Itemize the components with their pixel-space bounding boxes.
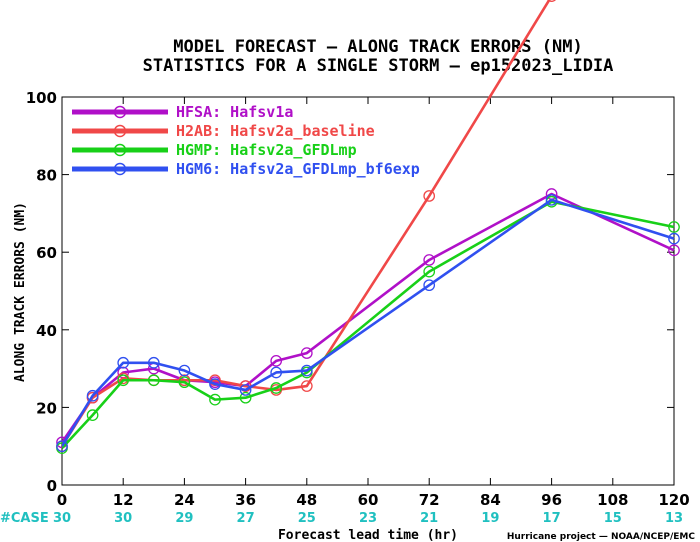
x-tick-label: 96 [541, 491, 562, 509]
legend-marker [113, 162, 127, 176]
data-point [270, 354, 283, 367]
credit-text: Hurricane project — NOAA/NCEP/EMC [507, 532, 696, 542]
data-point [423, 279, 436, 292]
legend-label: HGM6: Hafsv2a_GFDLmp_bf6exp [176, 160, 420, 178]
data-point [209, 393, 221, 406]
chart-title: MODEL FORECAST — ALONG TRACK ERRORS (NM) [173, 37, 582, 57]
data-point [86, 409, 99, 422]
chart-subtitle: STATISTICS FOR A SINGLE STORM — ep152023… [143, 56, 614, 76]
y-tick-label: 40 [36, 322, 57, 340]
data-point [147, 356, 160, 369]
x-tick-label: 0 [57, 491, 67, 509]
case-count: 15 [604, 511, 622, 526]
data-point [239, 384, 252, 396]
data-point [178, 364, 191, 377]
data-point [300, 347, 313, 359]
data-point [86, 389, 99, 402]
data-point [117, 374, 130, 387]
data-point [547, 0, 556, 2]
data-point [239, 391, 252, 404]
x-axis-label: Forecast lead time (hr) [278, 528, 458, 542]
legend-marker [113, 124, 127, 138]
case-count: 21 [420, 511, 438, 526]
case-count: 17 [543, 511, 561, 526]
x-tick-label: 120 [658, 491, 689, 509]
case-label: #CASE [0, 511, 49, 526]
data-point [56, 440, 68, 453]
data-point [270, 366, 283, 379]
data-point [545, 193, 558, 206]
data-point [668, 244, 680, 257]
x-tick-label: 108 [597, 491, 628, 509]
series-line [62, 0, 551, 447]
data-point [300, 364, 313, 377]
legend-label: HGMP: Hafsv2a_GFDLmp [176, 141, 357, 159]
y-tick-label: 100 [26, 89, 57, 107]
plot-area: 0 20 40 60 80 100 0 30 12 30 24 29 36 27 48 25 60 23 72 21 8… [0, 0, 690, 526]
case-count: 29 [175, 511, 193, 526]
data-point [117, 356, 130, 369]
data-point [423, 190, 436, 202]
x-tick-label: 60 [358, 491, 379, 509]
case-count: 23 [359, 511, 377, 526]
series-line [62, 200, 675, 450]
y-tick-label: 0 [47, 477, 57, 495]
legend-marker [113, 143, 127, 157]
data-point [300, 380, 313, 392]
x-tick-label: 36 [235, 491, 256, 509]
legend-label: H2AB: Hafsv2a_baseline [176, 122, 375, 140]
y-tick-label: 60 [36, 244, 57, 262]
data-point [147, 374, 160, 387]
case-count: 30 [114, 511, 132, 526]
data-point [668, 232, 680, 245]
series-line [62, 198, 675, 447]
case-count: 25 [298, 511, 316, 526]
x-tick-label: 84 [480, 491, 501, 509]
data-point [668, 221, 680, 233]
x-tick-label: 48 [296, 491, 317, 509]
data-point [178, 376, 191, 389]
y-tick-label: 80 [36, 167, 57, 185]
data-point [270, 382, 283, 394]
data-point [209, 378, 221, 390]
case-count: 30 [53, 511, 71, 526]
x-tick-label: 12 [113, 491, 134, 509]
series-line [62, 192, 675, 444]
x-tick-label: 24 [174, 491, 195, 509]
case-count: 27 [237, 511, 255, 526]
case-count: 13 [665, 511, 683, 526]
data-point [423, 254, 436, 266]
y-axis-label: ALONG TRACK ERRORS (NM) [13, 202, 28, 382]
legend-marker [113, 105, 127, 119]
data-point [423, 265, 436, 278]
y-tick-label: 20 [36, 399, 57, 417]
x-tick-label: 72 [419, 491, 440, 509]
legend-label: HFSA: Hafsv1a [176, 103, 293, 121]
case-count: 19 [481, 511, 499, 526]
